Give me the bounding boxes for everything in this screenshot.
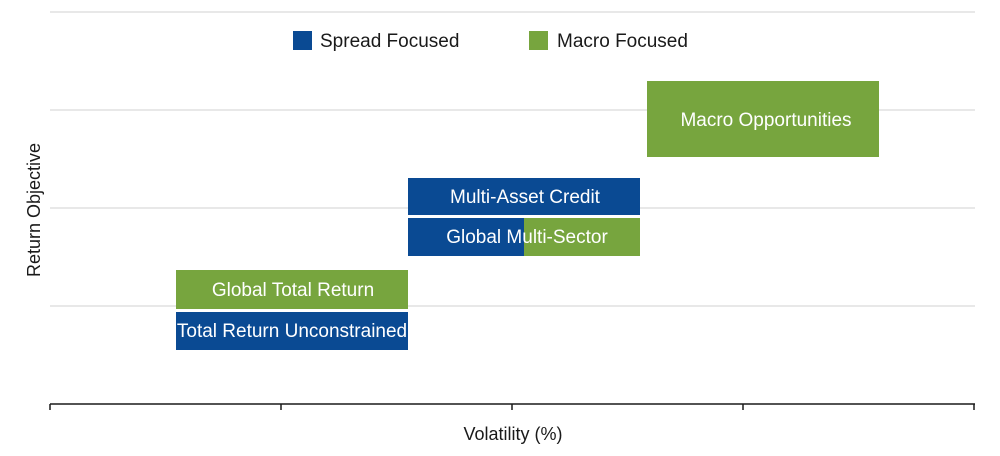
legend-swatch-macro-focused xyxy=(529,31,548,50)
bar-multi-asset-credit xyxy=(408,178,640,215)
bar-macro-opportunities xyxy=(647,81,879,157)
gridlines xyxy=(50,11,975,307)
y-axis-title: Return Objective xyxy=(24,143,44,277)
x-axis-title: Volatility (%) xyxy=(463,424,562,444)
legend-label-macro-focused: Macro Focused xyxy=(557,31,688,52)
legend: Spread Focused Macro Focused xyxy=(293,31,688,52)
bar-label-multi-asset-credit: Multi-Asset Credit xyxy=(450,187,601,208)
x-axis xyxy=(49,403,975,410)
bar-total-return-unconstrained xyxy=(176,312,408,350)
bar-label-total-return-unconstrained: Total Return Unconstrained xyxy=(177,321,407,342)
bar-global-multi-sector-macro-segment xyxy=(524,218,640,256)
bar-global-total-return xyxy=(176,270,408,309)
bar-global-multi-sector-spread-segment xyxy=(408,218,524,256)
bar-label-global-multi-sector: Global Multi-Sector xyxy=(446,227,608,248)
bar-label-macro-opportunities: Macro Opportunities xyxy=(680,110,851,131)
legend-label-spread-focused: Spread Focused xyxy=(320,31,459,52)
bars: Macro Opportunities Multi-Asset Credit G… xyxy=(176,81,879,350)
bar-label-global-total-return: Global Total Return xyxy=(212,280,374,301)
legend-swatch-spread-focused xyxy=(293,31,312,50)
